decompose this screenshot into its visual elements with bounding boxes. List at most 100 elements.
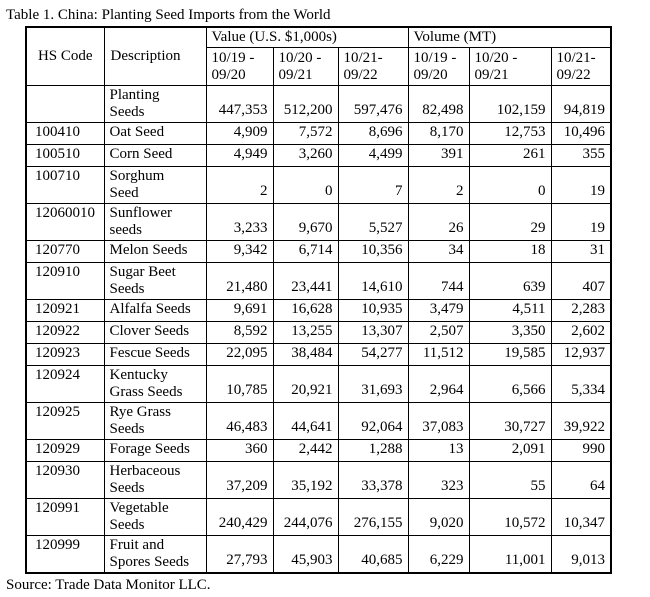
volume-cell: 64 <box>550 461 612 499</box>
volume-cell: 6,566 <box>468 365 552 403</box>
value-cell: 13,307 <box>337 321 409 344</box>
value-cell: 5,527 <box>337 203 409 241</box>
volume-cell: 29 <box>468 203 552 241</box>
value-cell: 37,209 <box>205 461 274 499</box>
volume-cell: 11,512 <box>407 343 470 366</box>
volume-cell: 391 <box>407 144 470 167</box>
hs-code-cell: 120923 <box>25 343 105 366</box>
volume-cell: 34 <box>407 240 470 263</box>
description-cell: Fescue Seeds <box>103 343 207 366</box>
hs-code-cell: 120910 <box>25 262 105 300</box>
col-header-period: 10/21- 09/22 <box>337 47 409 86</box>
description-cell: Sorghum Seed <box>103 166 207 204</box>
value-cell: 4,909 <box>205 122 274 145</box>
hs-code-cell <box>25 85 105 123</box>
table-row: 120910 Sugar Beet Seeds 21,480 23,441 14,610… <box>25 262 612 300</box>
table-row: 100710 Sorghum Seed 2 0 7 2 0 19 <box>25 166 612 204</box>
volume-cell: 9,013 <box>550 535 612 574</box>
col-header-hs-code: HS Code <box>25 26 105 86</box>
table-row: 120999 Fruit and Spores Seeds 27,793 45,903… <box>25 535 612 574</box>
hs-code-cell: 120991 <box>25 498 105 536</box>
value-cell: 33,378 <box>337 461 409 499</box>
volume-cell: 2,283 <box>550 299 612 322</box>
volume-cell: 2,507 <box>407 321 470 344</box>
description-cell: Corn Seed <box>103 144 207 167</box>
table-row: 12060010 Sunflower seeds 3,233 9,670 5,527 26… <box>25 203 612 241</box>
volume-cell: 94,819 <box>550 85 612 123</box>
value-cell: 46,483 <box>205 402 274 440</box>
description-cell: Kentucky Grass Seeds <box>103 365 207 403</box>
table-row: 120929 Forage Seeds 360 2,442 1,288 13 2,091 99… <box>25 439 612 462</box>
volume-cell: 55 <box>468 461 552 499</box>
volume-cell: 11,001 <box>468 535 552 574</box>
hs-code-cell: 120930 <box>25 461 105 499</box>
imports-table: HS Code Description Value (U.S. $1,000s)… <box>25 26 613 574</box>
volume-cell: 10,347 <box>550 498 612 536</box>
volume-cell: 639 <box>468 262 552 300</box>
volume-cell: 39,922 <box>550 402 612 440</box>
value-cell: 4,499 <box>337 144 409 167</box>
value-cell: 2,442 <box>272 439 339 462</box>
hs-code-cell: 100510 <box>25 144 105 167</box>
value-cell: 3,260 <box>272 144 339 167</box>
description-cell: Herbaceous Seeds <box>103 461 207 499</box>
value-cell: 7,572 <box>272 122 339 145</box>
volume-cell: 6,229 <box>407 535 470 574</box>
volume-cell: 12,753 <box>468 122 552 145</box>
volume-cell: 19,585 <box>468 343 552 366</box>
value-cell: 4,949 <box>205 144 274 167</box>
volume-cell: 37,083 <box>407 402 470 440</box>
description-cell: Sugar Beet Seeds <box>103 262 207 300</box>
volume-cell: 3,479 <box>407 299 470 322</box>
value-cell: 597,476 <box>337 85 409 123</box>
description-cell: Fruit and Spores Seeds <box>103 535 207 574</box>
col-group-value: Value (U.S. $1,000s) <box>205 26 409 48</box>
value-cell: 45,903 <box>272 535 339 574</box>
description-cell: Vegetable Seeds <box>103 498 207 536</box>
value-cell: 276,155 <box>337 498 409 536</box>
source-note: Source: Trade Data Monitor LLC. <box>6 577 211 593</box>
volume-cell: 10,496 <box>550 122 612 145</box>
header-period-row: 10/19 - 09/20 10/20 - 09/21 10/21- 09/22 10… <box>26 47 612 86</box>
value-cell: 9,670 <box>272 203 339 241</box>
value-cell: 35,192 <box>272 461 339 499</box>
value-cell: 14,610 <box>337 262 409 300</box>
volume-cell: 26 <box>407 203 470 241</box>
col-header-period: 10/21- 09/22 <box>550 47 612 86</box>
volume-cell: 0 <box>468 166 552 204</box>
table-row: 120924 Kentucky Grass Seeds 10,785 20,921 31… <box>25 365 612 403</box>
col-header-description: Description <box>103 26 207 86</box>
volume-cell: 102,159 <box>468 85 552 123</box>
volume-cell: 990 <box>550 439 612 462</box>
hs-code-cell: 120999 <box>25 535 105 574</box>
value-cell: 10,356 <box>337 240 409 263</box>
col-header-period: 10/19 - 09/20 <box>407 47 470 86</box>
value-cell: 9,342 <box>205 240 274 263</box>
header-group-row: HS Code Description Value (U.S. $1,000s)… <box>25 26 612 86</box>
value-cell: 360 <box>205 439 274 462</box>
description-cell: Sunflower seeds <box>103 203 207 241</box>
description-cell: Oat Seed <box>103 122 207 145</box>
table-row: Planting Seeds 447,353 512,200 597,476 82,49… <box>25 85 612 123</box>
volume-cell: 407 <box>550 262 612 300</box>
value-cell: 54,277 <box>337 343 409 366</box>
value-cell: 13,255 <box>272 321 339 344</box>
value-cell: 240,429 <box>205 498 274 536</box>
value-cell: 38,484 <box>272 343 339 366</box>
value-cell: 10,785 <box>205 365 274 403</box>
volume-cell: 2 <box>407 166 470 204</box>
description-cell: Planting Seeds <box>103 85 207 123</box>
volume-cell: 8,170 <box>407 122 470 145</box>
table-title: Table 1. China: Planting Seed Imports fr… <box>6 7 331 23</box>
table-row: 100410 Oat Seed 4,909 7,572 8,696 8,170 12,753… <box>25 122 612 145</box>
value-cell: 16,628 <box>272 299 339 322</box>
volume-cell: 19 <box>550 203 612 241</box>
volume-cell: 2,602 <box>550 321 612 344</box>
volume-cell: 323 <box>407 461 470 499</box>
col-group-volume: Volume (MT) <box>407 26 612 48</box>
volume-cell: 82,498 <box>407 85 470 123</box>
table-row: 100510 Corn Seed 4,949 3,260 4,499 391 261 355 <box>25 144 612 167</box>
value-cell: 31,693 <box>337 365 409 403</box>
volume-cell: 2,091 <box>468 439 552 462</box>
